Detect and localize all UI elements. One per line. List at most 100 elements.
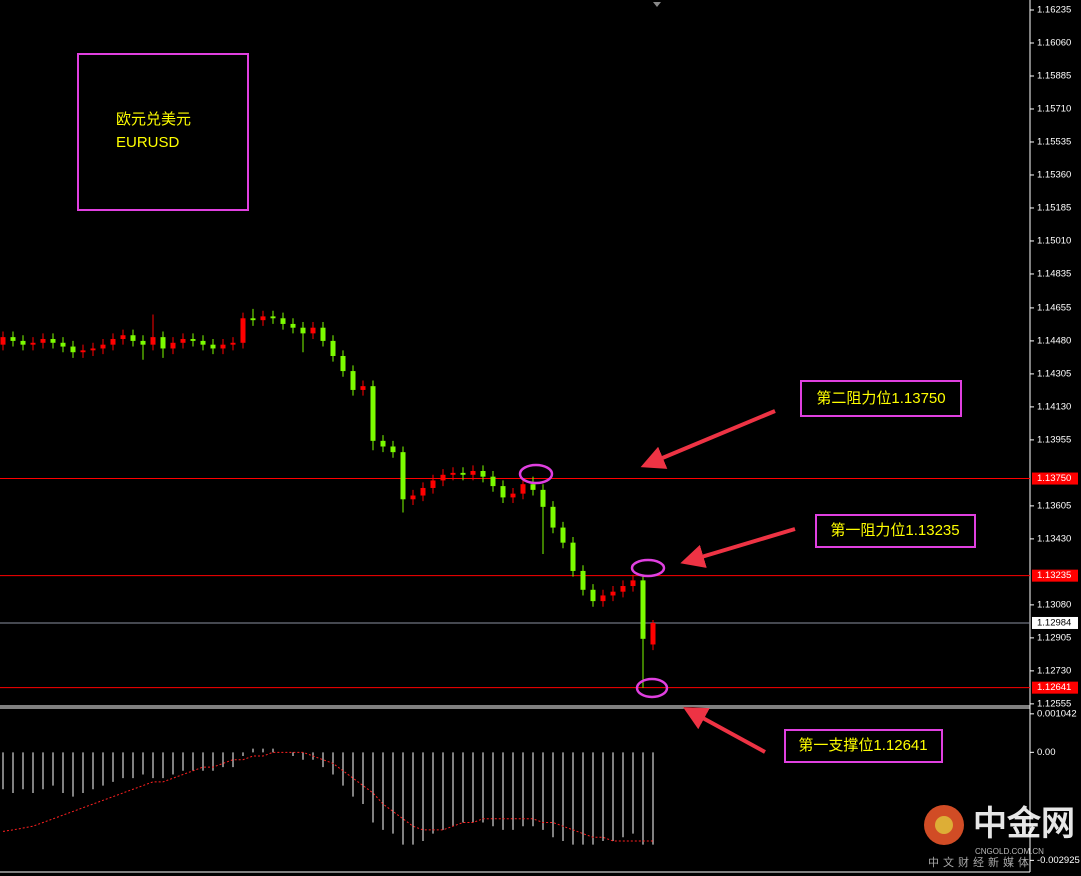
candle-body: [380, 440, 386, 447]
candle-body: [260, 316, 266, 321]
y-tick-label: 1.14130: [1037, 401, 1071, 412]
candle-body: [290, 323, 296, 328]
arrow: [682, 707, 766, 754]
y-tick-label: 1.12555: [1037, 698, 1071, 709]
candle-body: [440, 474, 446, 481]
candle-body: [220, 344, 226, 349]
candle-body: [170, 342, 176, 349]
logo: [935, 816, 953, 834]
title-box: [77, 53, 249, 211]
candle-body: [50, 339, 56, 343]
candle-body: [140, 340, 146, 345]
y-tick-label: 1.15535: [1037, 136, 1071, 147]
candle-body: [270, 316, 276, 319]
candle-body: [20, 340, 26, 345]
y-tick-label: 1.12905: [1037, 632, 1071, 643]
arrow: [680, 527, 796, 568]
y-tick-label: 1.15360: [1037, 169, 1071, 180]
candle-body: [590, 589, 596, 602]
candle-body: [90, 348, 96, 351]
y-tick-label: 1.16235: [1037, 5, 1071, 16]
candle-body: [120, 335, 126, 340]
slogan: 中文财经新媒体: [928, 855, 1033, 869]
arrow: [640, 409, 776, 469]
candle-body: [250, 318, 256, 321]
candle-body: [110, 339, 116, 345]
candle-body: [420, 487, 426, 496]
annotation: 第一阻力位1.13235: [830, 521, 959, 539]
candle-body: [340, 355, 346, 372]
candle-body: [630, 580, 636, 587]
chart-title: 欧元兑美元: [116, 111, 191, 128]
y-tick-label: 1.14305: [1037, 368, 1071, 379]
candle-body: [180, 339, 186, 343]
candle-body: [240, 318, 246, 343]
candle-body: [470, 471, 476, 475]
candle-body: [320, 327, 326, 341]
candle-body: [100, 344, 106, 349]
candle-body: [130, 335, 136, 341]
price-tag: [1032, 681, 1078, 694]
chart-subtitle: EURUSD: [116, 134, 180, 151]
shift-marker: [653, 2, 661, 7]
candle-body: [560, 527, 566, 543]
price-tag-label: 1.12984: [1037, 617, 1071, 628]
y-tick-label: 1.14835: [1037, 268, 1071, 279]
candle-body: [450, 472, 456, 475]
y-tick-label: 1.12730: [1037, 665, 1071, 676]
candle-body: [370, 386, 376, 441]
y-tick-label: 1.13605: [1037, 500, 1071, 511]
candle-body: [200, 340, 206, 345]
candle-body: [600, 595, 606, 602]
candle-body: [410, 495, 416, 500]
candle-body: [510, 493, 516, 498]
site: CNGOLD.COM.CN: [975, 847, 1044, 856]
annotation-box: [784, 729, 943, 763]
candle-body: [540, 489, 546, 507]
y-tick-label: 1.13955: [1037, 434, 1071, 445]
candle-body: [490, 476, 496, 487]
candle-body: [500, 486, 506, 498]
price-tag: [1032, 616, 1078, 629]
y-tick-label: 1.14655: [1037, 302, 1071, 313]
candle-body: [520, 484, 526, 494]
price-tag: [1032, 569, 1078, 582]
candle-body: [390, 446, 396, 453]
candle-body: [160, 337, 166, 349]
candle-body: [610, 591, 616, 596]
y-tick-label: 0.00: [1037, 747, 1056, 758]
annotation: 第一支撑位1.12641: [798, 736, 927, 754]
candle-body: [80, 350, 86, 353]
candle-body: [640, 580, 646, 639]
candle-body: [430, 480, 436, 488]
y-tick-label: -0.002925: [1037, 855, 1080, 866]
signal-line: [2, 751, 653, 842]
candle-body: [400, 452, 406, 500]
candle-body: [310, 327, 316, 334]
watermark: 中金网 CNGOLD.COM.CN 中文财经新媒体: [924, 804, 1075, 869]
price-tag-label: 1.13750: [1037, 473, 1071, 484]
candle-body: [360, 386, 366, 390]
brand: 中金网: [973, 804, 1075, 843]
y-tick-label: 0.001042: [1037, 708, 1077, 719]
candle-body: [60, 342, 66, 347]
y-tick-label: 1.13080: [1037, 599, 1071, 610]
y-tick-label: 1.15885: [1037, 71, 1071, 82]
candle-body: [30, 342, 36, 345]
candle-body: [580, 570, 586, 590]
y-tick-label: 1.16060: [1037, 38, 1071, 49]
annotation-box: [800, 380, 962, 417]
candle-body: [530, 484, 536, 490]
candle-body: [480, 471, 486, 477]
candle-body: [350, 371, 356, 390]
candle-body: [0, 337, 6, 345]
plot-area: 1.16235 1.16060 1.15885 1.15710 1.15535 1.153…: [0, 5, 1080, 866]
price-tag: [1032, 472, 1078, 485]
y-tick-label: 1.15710: [1037, 103, 1071, 114]
highlight-ellipse: [518, 463, 554, 485]
y-tick-label: 1.15185: [1037, 202, 1071, 213]
candle-body: [280, 318, 286, 324]
candle-body: [70, 346, 76, 353]
